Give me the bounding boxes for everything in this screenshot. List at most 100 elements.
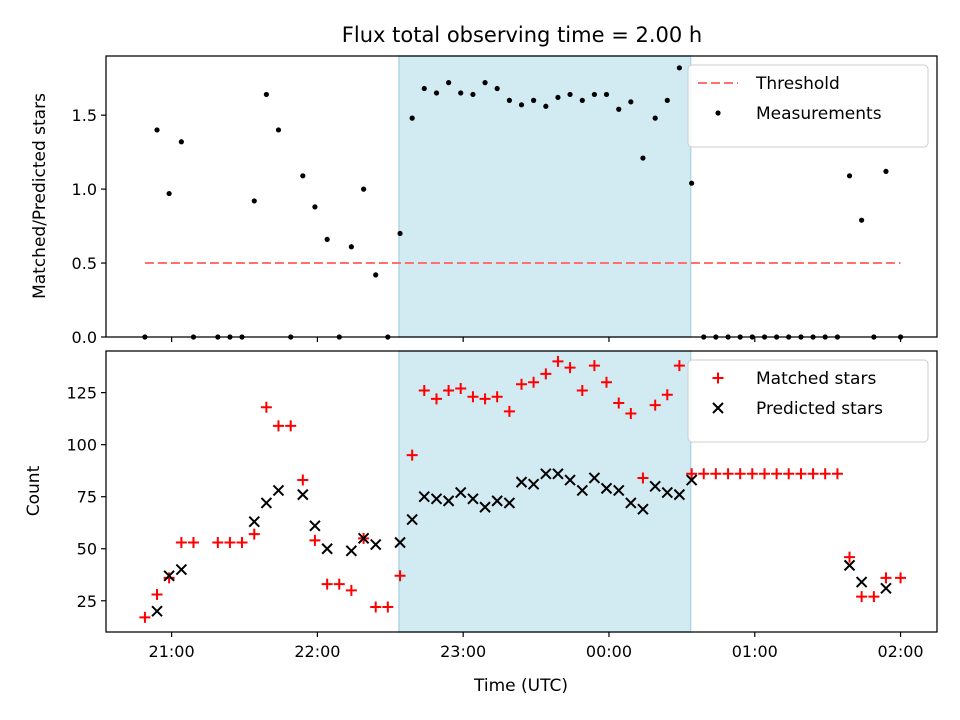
predicted-stars-point (418, 490, 430, 503)
predicted-stars-point (321, 543, 333, 555)
matched-stars-point (722, 468, 734, 480)
matched-stars-point (212, 536, 224, 548)
predicted-stars-point (503, 497, 516, 509)
matched-stars-point (443, 385, 455, 397)
measurements-point (652, 115, 658, 121)
predicted-stars-point (345, 545, 358, 557)
predicted-stars-point (843, 559, 856, 572)
ratio-panel-shaded-window (398, 55, 692, 338)
measurements-point (846, 173, 853, 179)
legend-swatch-predicted-stars (712, 402, 724, 414)
matched-stars-point (895, 572, 907, 584)
legend-swatch-matched-stars (712, 372, 724, 384)
ratio-shaded-span (398, 55, 692, 338)
predicted-stars-point (515, 476, 528, 488)
predicted-stars-point (479, 501, 491, 513)
x-tick-label: 01:00 (732, 642, 778, 661)
predicted-stars-point (649, 480, 661, 493)
matched-stars-point (309, 534, 321, 546)
measurements-point (263, 91, 269, 98)
matched-stars-point (686, 468, 698, 480)
predicted-stars-point (297, 488, 309, 501)
x-tick-label: 23:00 (440, 642, 486, 661)
predicted-stars-point (527, 478, 540, 490)
measurements-point (166, 190, 172, 197)
matched-stars-point (467, 391, 479, 403)
matched-stars-point (382, 601, 394, 613)
measurements-point (178, 139, 184, 145)
predicted-stars-point (357, 532, 370, 545)
matched-stars-point (175, 536, 187, 548)
predicted-stars-point (613, 484, 625, 497)
y-tick-label: 1.5 (72, 106, 97, 125)
y-tick-label: 100 (66, 436, 97, 455)
matched-stars-point (734, 468, 746, 480)
matched-stars-point (151, 589, 163, 601)
matched-stars-point (856, 591, 868, 603)
legend-box (687, 64, 929, 148)
measurements-point (300, 173, 306, 179)
measurements-point (482, 80, 488, 86)
measurements-point (154, 127, 160, 133)
matched-stars-point (649, 399, 661, 411)
matched-stars-point (236, 536, 248, 548)
y-tick-label: 50 (77, 540, 97, 559)
matched-stars-point (345, 584, 357, 596)
matched-stars-point (831, 468, 843, 480)
predicted-stars-point (661, 486, 673, 499)
matched-stars-point (528, 376, 540, 388)
measurements-point (275, 127, 282, 133)
ratio-panel-ticks: 0.0 0.5 1.0 1.5 (72, 106, 902, 347)
count-panel-series (139, 355, 907, 623)
matched-stars-point (370, 601, 382, 613)
predicted-stars-point (309, 520, 321, 532)
predicted-stars-point (394, 536, 406, 549)
measurements-point (470, 91, 476, 98)
matched-stars-point (710, 468, 722, 480)
matched-stars-point (880, 572, 892, 584)
legend-label-predicted-stars: Predicted stars (756, 399, 883, 419)
predicted-stars-point (406, 513, 418, 526)
predicted-stars-point (588, 472, 601, 484)
matched-stars-point (588, 360, 600, 372)
predicted-stars-point (491, 495, 503, 507)
matched-stars-point (285, 420, 297, 432)
matched-stars-point (139, 611, 151, 623)
predicted-stars-point (442, 495, 455, 507)
x-tick-label: 21:00 (149, 642, 195, 661)
predicted-stars-point (248, 515, 260, 528)
predicted-stars-point (880, 582, 892, 594)
matched-stars-point (576, 385, 588, 397)
matched-stars-point (625, 407, 637, 419)
matched-stars-point (759, 468, 771, 480)
measurements-point (348, 244, 354, 250)
matched-stars-point (272, 420, 284, 432)
measurements-point (421, 85, 427, 92)
predicted-stars-point (685, 474, 698, 486)
x-tick-label: 22:00 (294, 642, 340, 661)
predicted-stars-point (673, 488, 686, 501)
y-tick-label: 125 (66, 384, 97, 403)
ratio-panel-frame (105, 55, 938, 338)
y-tick-label: 0.5 (72, 254, 97, 273)
legend-label-measurements: Measurements (756, 104, 882, 124)
matched-stars-point (844, 551, 856, 563)
matched-stars-point (224, 536, 236, 548)
matched-stars-point (187, 536, 199, 548)
predicted-stars-point (540, 468, 552, 480)
matched-stars-point (333, 578, 345, 590)
predicted-stars-point (552, 468, 564, 480)
matched-stars-point (552, 355, 564, 367)
matched-stars-point (698, 468, 710, 480)
measurements-point (603, 91, 610, 98)
legend-label-matched-stars: Matched stars (756, 369, 876, 389)
measurements-point (591, 91, 597, 98)
predicted-stars-point (260, 497, 273, 509)
predicted-stars-point (272, 484, 285, 497)
matched-stars-point (491, 391, 503, 403)
measurements-point (640, 155, 646, 161)
measurements-point (312, 204, 318, 210)
matched-stars-point (673, 360, 685, 372)
matched-stars-point (406, 449, 418, 461)
matched-stars-point (479, 393, 491, 405)
